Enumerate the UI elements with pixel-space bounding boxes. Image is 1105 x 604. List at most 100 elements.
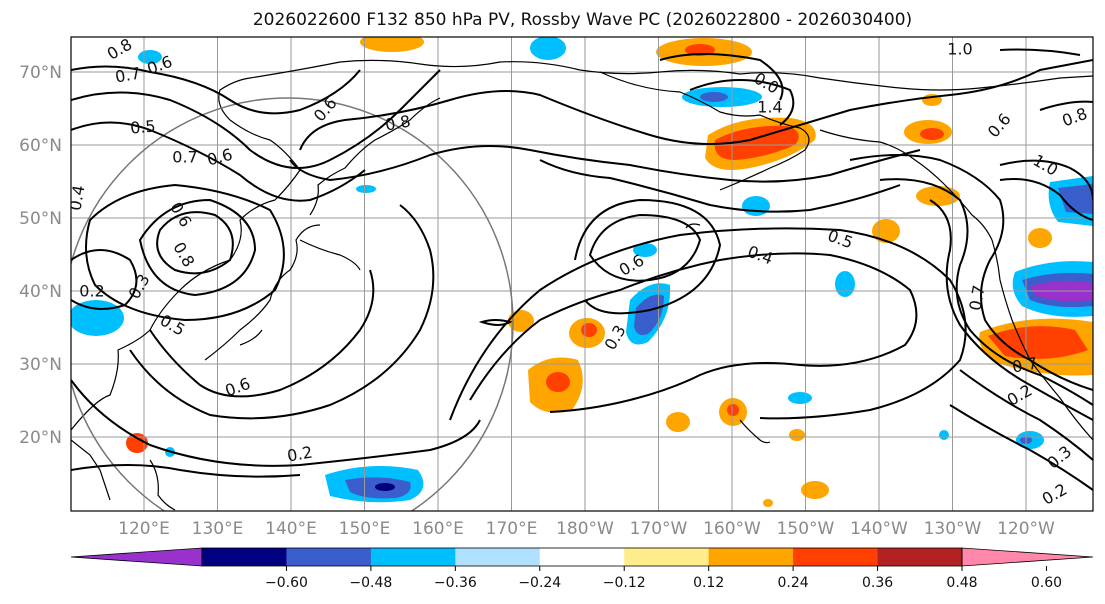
coast-line	[599, 71, 810, 191]
contour-line	[999, 178, 1093, 221]
contour-line	[659, 53, 784, 101]
longitude-label: 150°E	[339, 519, 391, 539]
colorbar-segment	[539, 548, 625, 566]
coast-line	[991, 239, 1093, 441]
colorbar-segment	[202, 548, 287, 566]
coast-line	[819, 129, 993, 241]
colorbar-extend-high	[961, 547, 1094, 567]
colorbar-segment	[370, 548, 456, 566]
colorbar-tick-label: 0.36	[862, 575, 893, 591]
contour-line	[999, 48, 1081, 56]
shade-patch	[375, 483, 395, 491]
contour-line	[299, 59, 1093, 151]
contour-line	[588, 213, 702, 282]
contour-line	[71, 121, 366, 202]
graticule	[71, 37, 1093, 511]
contour-label: 0.2	[79, 282, 104, 301]
contour-label: 0.5	[129, 116, 156, 137]
shade-patch	[939, 430, 949, 440]
contour-line	[149, 269, 375, 398]
shade-patch	[666, 412, 690, 432]
colorbar-segment	[708, 548, 794, 566]
contour-line	[71, 65, 361, 115]
contour-label: 0.2	[286, 442, 314, 465]
contour-label: 1.0	[947, 40, 972, 59]
colorbar-tick-label: 0.48	[946, 575, 977, 591]
contour-label: 0.7	[172, 148, 197, 167]
shade-patch	[835, 271, 855, 297]
contour-line	[469, 252, 918, 413]
colorbar-segment	[877, 548, 963, 566]
coast-line	[239, 329, 263, 346]
contour-label: 0.4	[65, 184, 88, 212]
shade-patch	[742, 196, 770, 216]
colorbar-segment	[793, 548, 879, 566]
shade-patch	[920, 128, 944, 140]
contour-line	[71, 379, 481, 467]
contour-line	[85, 183, 285, 322]
longitude-label: 170°E	[486, 519, 538, 539]
colorbar-tick-label: −0.60	[265, 575, 308, 591]
coast-line	[249, 59, 1093, 91]
longitude-label: 160°W	[703, 519, 761, 539]
contour-line	[959, 369, 1093, 461]
contour-line	[879, 178, 1093, 406]
colorbar-extend-low	[70, 547, 203, 567]
contour-line	[539, 159, 901, 213]
longitude-label: 180°W	[556, 519, 614, 539]
shade-patch	[727, 404, 739, 416]
shade-patch	[530, 37, 566, 60]
pv-contours	[71, 48, 1093, 491]
colorbar-tick-label: 0.24	[778, 575, 809, 591]
shade-patch	[360, 37, 424, 52]
shade-patch	[356, 185, 376, 193]
shade-patch	[801, 481, 829, 499]
latitude-labels: 70°N 60°N 50°N 40°N 30°N 20°N	[19, 63, 62, 448]
contour-label: 1.4	[757, 98, 782, 117]
shade-patch	[126, 433, 148, 453]
shade-patch	[789, 429, 805, 441]
shade-patch	[788, 392, 812, 404]
shade-patch	[634, 294, 664, 335]
contour-line	[849, 154, 1093, 391]
contour-line	[449, 227, 967, 421]
contour-line	[71, 69, 441, 169]
shade-patch	[71, 300, 124, 336]
shade-patch	[546, 372, 570, 392]
coast-line	[299, 239, 361, 271]
colorbar-outline	[201, 547, 963, 567]
colorbar-tick-label: 0.60	[1031, 575, 1062, 591]
longitude-label: 130°W	[924, 519, 982, 539]
longitude-label: 140°W	[850, 519, 908, 539]
longitude-label: 140°E	[265, 519, 317, 539]
shade-patch	[916, 186, 960, 206]
contour-line	[689, 79, 795, 126]
contour-line	[574, 198, 722, 315]
latitude-label: 50°N	[19, 209, 62, 229]
colorbar-tick-label: −0.48	[349, 575, 392, 591]
contour-line	[1039, 100, 1093, 111]
contour-line	[156, 211, 234, 275]
colorbar-segment	[286, 548, 372, 566]
contour-label: 0.8	[384, 111, 412, 134]
shade-patch	[633, 243, 657, 257]
colorbar-tick-label: −0.12	[603, 575, 646, 591]
map-title: 2026022600 F132 850 hPa PV, Rossby Wave …	[252, 10, 913, 30]
latitude-label: 30°N	[19, 355, 62, 375]
plot-area	[71, 37, 1093, 511]
contour-line	[129, 204, 435, 420]
contour-line	[289, 145, 921, 183]
latitude-label: 20°N	[19, 428, 62, 448]
contour-line	[949, 404, 1093, 491]
contour-label: 0.7	[965, 284, 988, 312]
latitude-label: 60°N	[19, 136, 62, 156]
coast-line	[71, 439, 111, 501]
latitude-label: 70°N	[19, 63, 62, 83]
longitude-label: 160°E	[412, 519, 464, 539]
colorbar: −0.60 −0.48 −0.36 −0.24 −0.12 0.12 0.24 0.36 0.4…	[70, 547, 1094, 591]
longitude-label: 120°W	[997, 519, 1055, 539]
latitude-label: 40°N	[19, 282, 62, 302]
colorbar-tick-label: 0.12	[693, 575, 724, 591]
plot-frame	[70, 36, 1094, 512]
